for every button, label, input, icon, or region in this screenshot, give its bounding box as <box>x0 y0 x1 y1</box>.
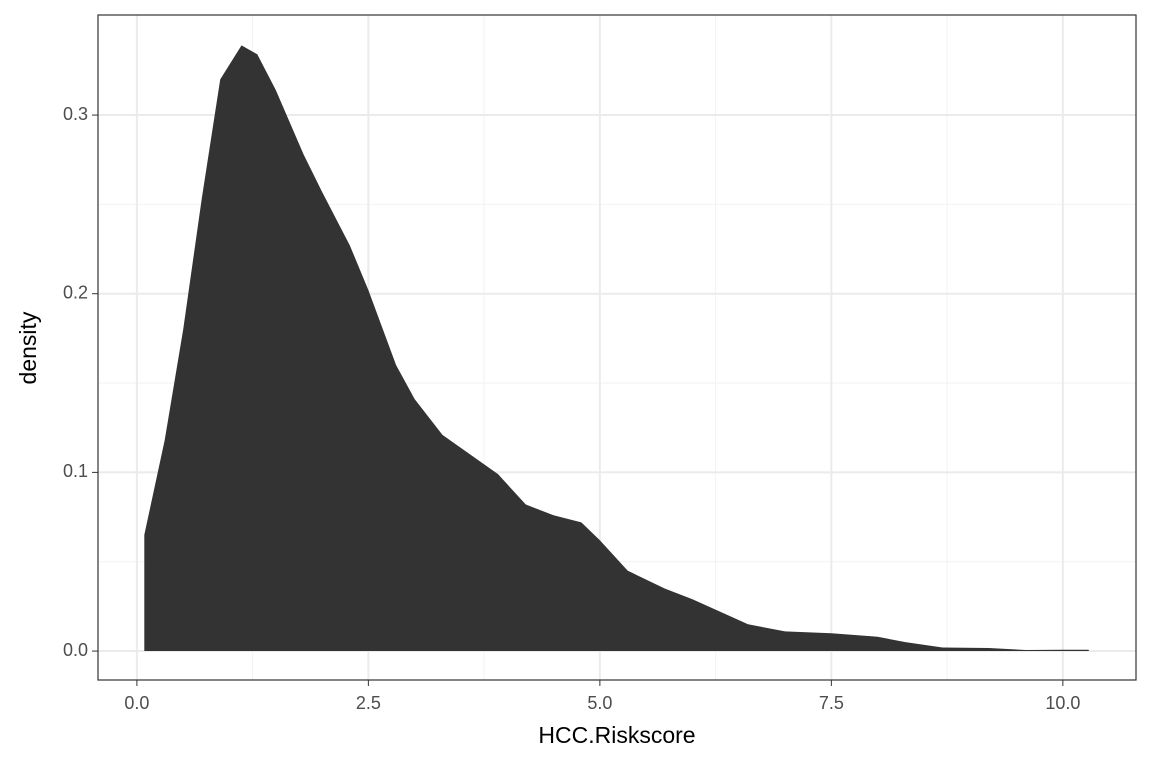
y-tick-label: 0.3 <box>63 104 88 124</box>
x-tick-label: 7.5 <box>819 693 844 713</box>
x-tick-label: 0.0 <box>124 693 149 713</box>
panel-border <box>97 14 1137 681</box>
x-axis-title: HCC.Riskscore <box>538 722 695 748</box>
y-tick-label: 0.0 <box>63 640 88 660</box>
y-tick-label: 0.2 <box>63 282 88 302</box>
y-tick-label: 0.1 <box>63 461 88 481</box>
x-tick-label: 2.5 <box>356 693 381 713</box>
density-area <box>144 45 1089 652</box>
x-tick-label: 5.0 <box>587 693 612 713</box>
y-axis-title: density <box>15 311 41 384</box>
x-tick-label: 10.0 <box>1045 693 1080 713</box>
